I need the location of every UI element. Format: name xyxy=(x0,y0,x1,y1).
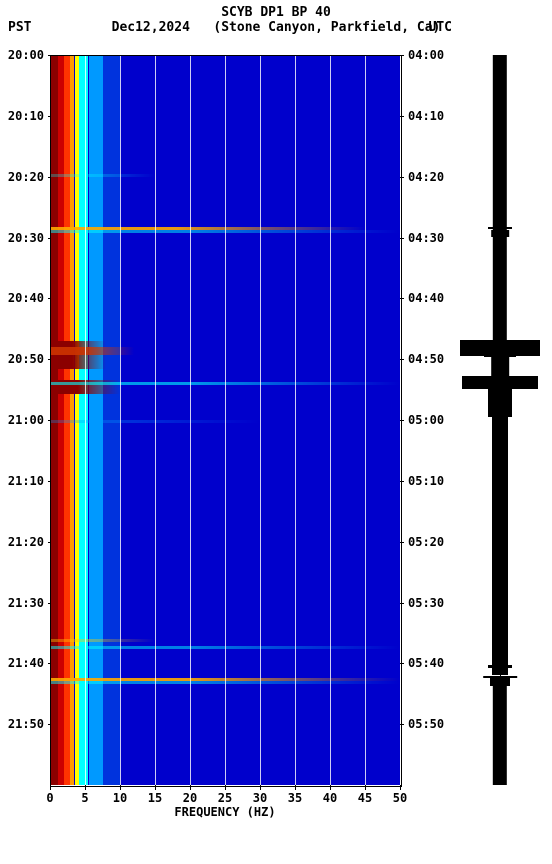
spectrogram-event xyxy=(50,227,365,230)
x-tick-label: 10 xyxy=(113,791,127,805)
right-time-axis: 04:0004:1004:2004:3004:4004:5005:0005:10… xyxy=(400,55,450,785)
frequency-axis-label: FREQUENCY (HZ) xyxy=(50,805,400,819)
left-tick-label: 21:00 xyxy=(8,413,44,427)
gridline xyxy=(330,55,331,785)
x-tick-label: 40 xyxy=(323,791,337,805)
left-tick-label: 21:50 xyxy=(8,717,44,731)
spectrogram-event xyxy=(50,347,134,355)
right-tick-label: 05:50 xyxy=(408,717,444,731)
waveform-trace xyxy=(460,55,540,785)
x-tick-label: 35 xyxy=(288,791,302,805)
location-label: (Stone Canyon, Parkfield, Ca) xyxy=(213,20,440,35)
waveform-segment xyxy=(492,668,508,675)
left-tick-label: 20:40 xyxy=(8,291,44,305)
gridline xyxy=(155,55,156,785)
right-tick-label: 04:50 xyxy=(408,352,444,366)
waveform-segment xyxy=(491,357,509,376)
left-tick-label: 20:30 xyxy=(8,231,44,245)
gridline xyxy=(190,55,191,785)
x-tick-label: 45 xyxy=(358,791,372,805)
x-tick-label: 30 xyxy=(253,791,267,805)
spectrogram-event xyxy=(50,341,106,369)
left-tick-label: 21:10 xyxy=(8,474,44,488)
spectrogram-chart xyxy=(50,55,400,785)
spectrogram-event xyxy=(50,639,155,642)
left-tick-label: 20:20 xyxy=(8,170,44,184)
left-tz-label: PST xyxy=(8,20,31,35)
gridline xyxy=(120,55,121,785)
spectrogram-event xyxy=(50,174,155,177)
right-tick-label: 05:10 xyxy=(408,474,444,488)
waveform-segment xyxy=(488,388,512,417)
left-tick-label: 21:40 xyxy=(8,656,44,670)
waveform-segment xyxy=(492,417,508,665)
left-tick-label: 20:50 xyxy=(8,352,44,366)
waveform-segment xyxy=(493,686,507,785)
x-tick-label: 5 xyxy=(81,791,88,805)
right-tick-label: 04:00 xyxy=(408,48,444,62)
x-tick-label: 0 xyxy=(46,791,53,805)
waveform-segment xyxy=(488,227,512,230)
x-tick-label: 25 xyxy=(218,791,232,805)
right-tick-label: 04:30 xyxy=(408,231,444,245)
right-tick-label: 04:40 xyxy=(408,291,444,305)
date-label: Dec12,2024 xyxy=(112,20,190,35)
left-tick-label: 20:00 xyxy=(8,48,44,62)
x-tick-label: 20 xyxy=(183,791,197,805)
waveform-segment xyxy=(490,678,510,685)
waveform-segment xyxy=(493,55,507,340)
left-time-axis: 20:0020:1020:2020:3020:4020:5021:0021:10… xyxy=(0,55,48,785)
right-tick-label: 04:10 xyxy=(408,109,444,123)
gridline xyxy=(295,55,296,785)
waveform-segment xyxy=(491,230,509,237)
gridline xyxy=(85,55,86,785)
gridline xyxy=(260,55,261,785)
spectrogram-canvas xyxy=(50,55,400,785)
gridline xyxy=(365,55,366,785)
x-tick-label: 50 xyxy=(393,791,407,805)
right-tick-label: 05:30 xyxy=(408,596,444,610)
left-tick-label: 21:30 xyxy=(8,596,44,610)
right-tick-label: 05:40 xyxy=(408,656,444,670)
right-tick-label: 05:20 xyxy=(408,535,444,549)
chart-subtitle: PST Dec12,2024 (Stone Canyon, Parkfield,… xyxy=(0,20,552,35)
waveform-segment xyxy=(484,350,516,357)
right-tz-label: UTC xyxy=(429,20,452,35)
x-tick-label: 15 xyxy=(148,791,162,805)
chart-header: SCYB DP1 BP 40 PST Dec12,2024 (Stone Can… xyxy=(0,0,552,35)
left-tick-label: 20:10 xyxy=(8,109,44,123)
gridline xyxy=(225,55,226,785)
chart-title: SCYB DP1 BP 40 xyxy=(0,5,552,20)
right-tick-label: 05:00 xyxy=(408,413,444,427)
left-tick-label: 21:20 xyxy=(8,535,44,549)
right-tick-label: 04:20 xyxy=(408,170,444,184)
